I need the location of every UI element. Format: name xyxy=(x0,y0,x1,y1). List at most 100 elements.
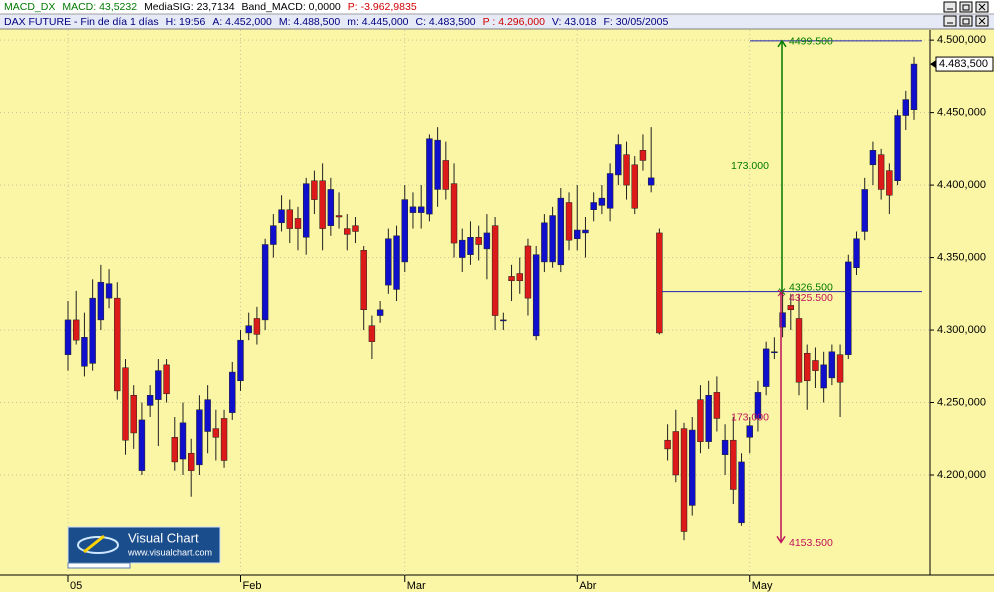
candle-body xyxy=(565,202,573,241)
candle-body xyxy=(672,431,680,476)
y-tick-label: 4.350,000 xyxy=(937,251,986,263)
plot-area xyxy=(0,30,930,575)
candle-body xyxy=(467,237,474,255)
candle-body xyxy=(910,63,918,110)
candle-body xyxy=(409,206,417,213)
header-line: DAX FUTURE - Fin de día 1 días H: 19:56 A:… xyxy=(4,16,668,28)
candle-body xyxy=(582,229,589,234)
candle-body xyxy=(122,367,129,441)
candle-body xyxy=(278,209,285,224)
candle-body xyxy=(557,197,565,266)
candle-body xyxy=(779,312,786,328)
measure-start-label: 4325.500 xyxy=(789,292,833,304)
candle-body xyxy=(606,173,614,209)
measure-diff-label: 173.000 xyxy=(731,412,769,424)
candle-body xyxy=(795,318,803,383)
measure-end-label: 4153.500 xyxy=(789,537,833,549)
candle-body xyxy=(368,325,376,342)
candle-body xyxy=(261,244,269,321)
candle-body xyxy=(845,261,852,355)
candle-body xyxy=(196,409,203,466)
candle-body xyxy=(434,139,441,190)
candle-body xyxy=(229,371,236,413)
maximize-button[interactable] xyxy=(959,15,973,27)
candle-body xyxy=(73,319,80,341)
candle-body xyxy=(442,160,450,190)
candle-body xyxy=(746,425,753,438)
header-segment: F: 30/05/2005 xyxy=(604,16,669,28)
candle-body xyxy=(680,428,688,532)
candle-body xyxy=(689,429,696,506)
candle-body xyxy=(89,297,96,364)
candle-body xyxy=(138,419,146,471)
header-line: MACD_DX MACD: 43,5232 MediaSIG: 23,7134 Ban… xyxy=(4,1,417,13)
candle-body xyxy=(820,364,827,389)
candle-body xyxy=(212,428,220,438)
candle-body xyxy=(574,229,581,239)
candle-body xyxy=(656,232,663,334)
candle-body xyxy=(417,206,425,213)
candle-body xyxy=(319,180,326,229)
candle-body xyxy=(631,164,638,209)
x-tick-label: May xyxy=(752,580,773,592)
candle-body xyxy=(286,209,293,229)
candle-body xyxy=(179,422,187,460)
header-segment: P : 4.296,000 xyxy=(483,16,545,28)
candle-body xyxy=(836,354,844,383)
candle-body xyxy=(253,318,261,335)
candle-body xyxy=(220,418,228,461)
indicator-bar xyxy=(0,0,994,14)
candle-body xyxy=(64,319,72,355)
candle-body xyxy=(508,276,515,282)
header-segment: DAX FUTURE - Fin de día 1 días xyxy=(4,16,159,28)
minimize-button[interactable] xyxy=(943,1,957,13)
candle-body xyxy=(541,222,548,263)
candle-body xyxy=(721,439,729,455)
candle-body xyxy=(237,339,244,382)
candle-body xyxy=(426,138,433,215)
candle-body xyxy=(713,392,721,419)
candle-body xyxy=(385,238,392,286)
candle-body xyxy=(81,337,88,367)
candle-body xyxy=(549,215,556,263)
header-segment: P: -3.962,9835 xyxy=(348,1,417,13)
y-tick-label: 4.450,000 xyxy=(937,107,986,119)
candle-body xyxy=(327,189,335,226)
header-segment: H: 19:56 xyxy=(166,16,206,28)
header-segment: A: 4.452,000 xyxy=(212,16,272,28)
logo-url: www.visualchart.com xyxy=(127,547,212,557)
last-value-label: 4.483,500 xyxy=(939,58,988,70)
candle-body xyxy=(787,305,795,310)
logo-title: Visual Chart xyxy=(128,530,199,545)
candle-body xyxy=(270,225,277,245)
candle-body xyxy=(886,170,893,196)
candle-body xyxy=(812,360,819,371)
candle-body xyxy=(344,228,351,235)
candle-body xyxy=(475,237,482,245)
candle-body xyxy=(171,437,178,463)
candle-body xyxy=(762,348,770,387)
y-tick-label: 4.250,000 xyxy=(937,396,986,408)
candle-body xyxy=(459,239,466,258)
measure-cross xyxy=(777,289,785,297)
candle-body xyxy=(894,115,901,181)
maximize-button[interactable] xyxy=(959,1,973,13)
candle-body xyxy=(647,177,655,186)
minimize-button[interactable] xyxy=(943,15,957,27)
candle-body xyxy=(853,238,860,268)
candle-body xyxy=(705,395,712,442)
candle-body xyxy=(105,283,113,299)
header-segment: C: 4.483,500 xyxy=(416,16,476,28)
candle-body xyxy=(401,199,408,263)
candle-body xyxy=(360,250,367,310)
candle-body xyxy=(146,395,154,406)
candle-body xyxy=(335,215,343,218)
header-segment: V: 43.018 xyxy=(552,16,597,28)
header-segment: MediaSIG: 23,7134 xyxy=(144,1,235,13)
x-tick-label: 05 xyxy=(70,580,82,592)
candle-body xyxy=(902,99,909,116)
candle-body xyxy=(163,364,170,395)
candle-body xyxy=(639,150,647,161)
button-glyphs xyxy=(947,3,986,25)
